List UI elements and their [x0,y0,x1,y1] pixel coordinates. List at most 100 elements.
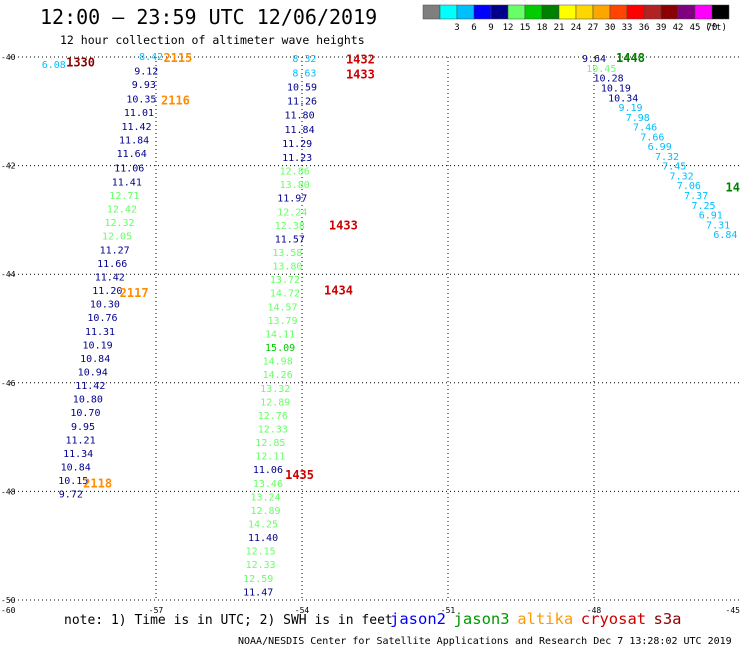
legend-swatch [660,4,679,20]
pass-number-label: 1448 [616,51,645,65]
legend-label: 3 [454,23,459,33]
pass-number-label: 1434 [324,283,353,297]
swh-value-jason3: 13.24 [250,492,280,503]
swh-value-jason3: 11.57 [275,234,305,245]
swh-value-jason3: 15.09 [265,343,295,354]
swh-value-jason3: 10.59 [287,82,317,93]
swh-value-jason3: 12.24 [277,207,307,218]
swh-value-jason3: 8.63 [292,68,316,79]
swh-value-jason3: 13.58 [272,248,302,259]
pass-number-label: 2115 [163,51,192,65]
swh-value-altika: 11.34 [63,449,93,460]
lon-tick-label: -57 [149,606,164,615]
map-title: 12:00 — 23:59 UTC 12/06/2019 [40,5,377,29]
lat-tick-label: -48 [1,487,16,496]
longitude-ticks: -60 -57 -54 -51 -48 -45 [1,606,740,615]
legend-label: 36 [639,23,650,33]
legend-swatch [677,4,696,20]
pass-number-label: 1432 [346,53,375,67]
legend-label: 9 [488,23,493,33]
swh-value-jason3: 13.72 [270,275,300,286]
swh-value-jason2: 7.37 [684,191,708,202]
legend-swatch [643,4,662,20]
swh-value-altika: 8.42 [139,52,163,63]
satellite-cryosat: cryosat [581,610,646,628]
swh-value-jason2: 7.32 [670,171,694,182]
footer-note: note: 1) Time is in UTC; 2) SWH is in fe… [64,613,393,628]
swh-value-jason2: 9.19 [618,103,642,114]
swh-value-jason3: 11.80 [285,111,315,122]
pass-number-label: 1435 [285,468,314,482]
legend-label: 21 [554,23,565,33]
swh-value-altika: 10.94 [78,367,108,378]
legend-swatch [490,4,509,20]
satellite-s3a: s3a [654,610,682,628]
swh-value-altika: 10.30 [90,300,120,311]
swh-value-jason3: 12.33 [246,560,276,571]
swh-value-jason2: 10.34 [608,93,638,104]
pass-number-label: 14 [725,180,739,194]
pass-number-label: 2118 [83,476,112,490]
swh-value-altika: 11.42 [95,272,125,283]
lat-tick-label: -50 [1,596,16,605]
legend-label: 15 [520,23,531,33]
swh-value-altika: 11.06 [114,163,144,174]
swh-value-jason3: 11.29 [282,139,312,150]
swh-value-jason3: 11.84 [285,125,315,136]
swh-value-altika: 11.20 [92,286,122,297]
lat-tick-label: -44 [1,270,16,279]
swh-value-altika: 11.41 [112,177,142,188]
legend-label: 33 [622,23,633,33]
footer-credit: NOAA/NESDIS Center for Satellite Applica… [238,636,732,647]
swh-value-jason3: 11.97 [277,194,307,205]
swh-value-jason3: 14.25 [248,520,278,531]
swh-value-jason3: 14.57 [267,302,297,313]
swh-value-altika: 11.01 [124,108,154,119]
swh-value-jason3: 12.76 [258,411,288,422]
legend-label: 30 [605,23,616,33]
legend-swatch [507,4,526,20]
legend-label: 70 [707,23,718,33]
lon-tick-label: -51 [441,606,456,615]
swh-value-altika: 11.21 [66,435,96,446]
swh-value-jason3: 11.06 [253,465,283,476]
swh-value-altika: 9.95 [71,422,95,433]
satellite-jason3: jason3 [454,610,510,628]
swh-value-jason3: 14.26 [263,370,293,381]
lat-tick-label: -40 [1,53,16,62]
swh-value-jason3: 11.26 [287,97,317,108]
swh-value-altika: 10.84 [61,463,91,474]
swh-value-jason3: 12.38 [275,221,305,232]
pass-number-label: 1330 [66,55,95,69]
swh-observations: 6.08 8.42 9.12 9.93 10.35 11.01 11.42 11.84 11.6… [42,52,738,598]
swh-value-jason3: 8.32 [292,54,316,65]
swh-value-altika: 10.15 [58,476,88,487]
swh-value-jason3: 12.33 [258,424,288,435]
swh-value-jason3: 11.47 [243,587,273,598]
swh-value-jason2: 6.91 [699,211,723,222]
swh-value-jason3: 12.15 [246,547,276,558]
legend-swatch [422,4,441,20]
swh-value-altika: 9.93 [132,80,156,91]
swh-value-jason2: 7.32 [655,152,679,163]
legend-label: 45 [690,23,701,33]
swh-value-jason2: 10.28 [594,74,624,85]
swh-value-jason3: 14.72 [270,289,300,300]
wave-height-legend: 3 6 9 12 15 18 21 24 27 30 33 36 39 42 45 70(ft) [422,4,730,33]
swh-value-jason3: 12.86 [280,167,310,178]
lon-tick-label: -60 [1,606,16,615]
swh-value-altika: 12.42 [107,205,137,216]
legend-swatch [575,4,594,20]
swh-value-jason3: 12.59 [243,574,273,585]
lon-tick-label: -48 [587,606,602,615]
legend-swatch [524,4,543,20]
swh-value-altika: 11.42 [121,122,151,133]
swh-value-cryosat: 6.08 [42,60,66,71]
lon-tick-label: -45 [726,606,740,615]
legend-label: 24 [571,23,582,33]
legend-swatch [592,4,611,20]
pass-number-label: 1433 [329,218,358,232]
pass-number-label: 1433 [346,67,375,81]
swh-value-jason2: 7.66 [640,132,664,143]
